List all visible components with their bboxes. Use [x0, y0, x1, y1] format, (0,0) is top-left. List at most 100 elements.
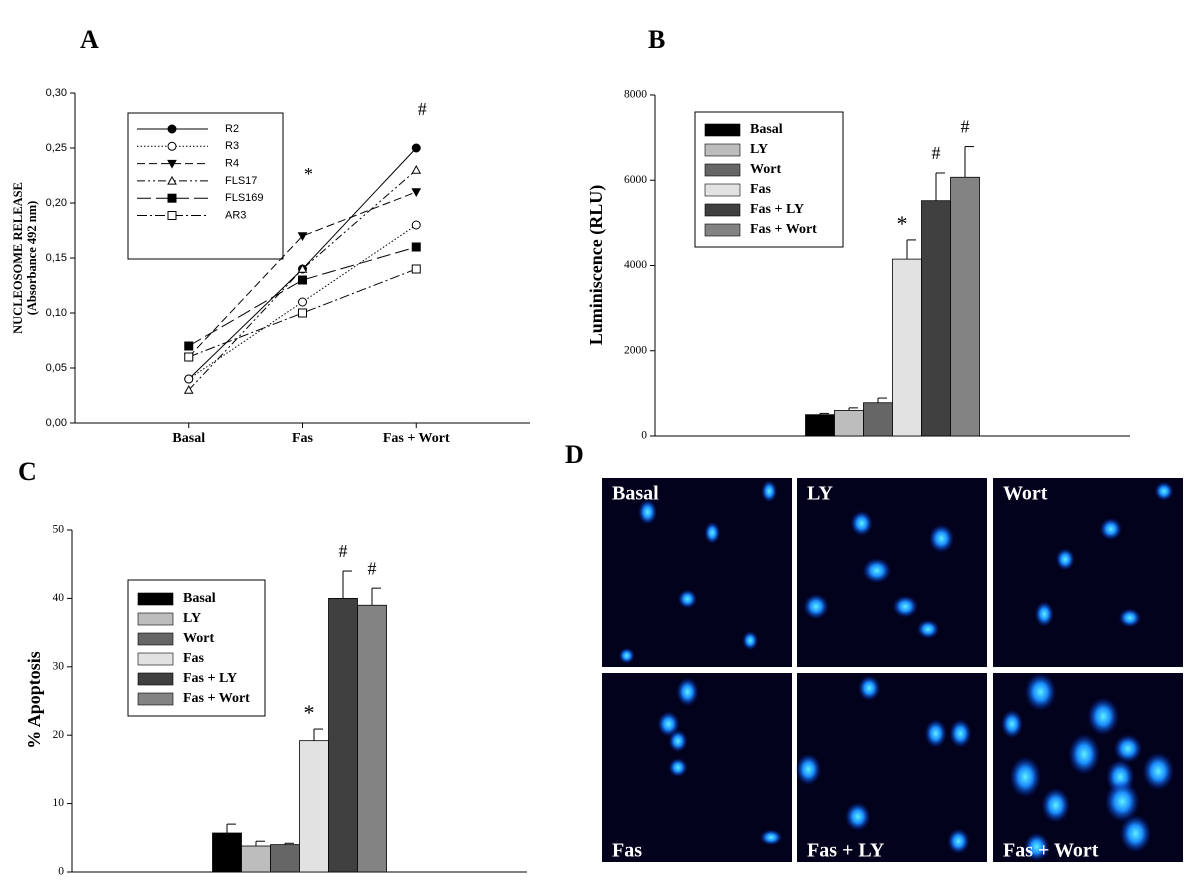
- y-tick-label: 2000: [624, 344, 647, 356]
- nucleus: [1113, 734, 1143, 763]
- nucleus: [1000, 709, 1024, 739]
- micrograph-label: LY: [807, 483, 834, 505]
- nucleus: [858, 675, 881, 701]
- micrograph-background: [797, 478, 987, 667]
- bar: [834, 410, 864, 437]
- panel-label: C: [18, 457, 37, 486]
- micrograph: Fas + Wort: [993, 672, 1183, 862]
- legend-label: Fas + LY: [183, 671, 237, 686]
- annotation: *: [304, 164, 313, 184]
- nucleus: [850, 510, 873, 537]
- annotation: *: [304, 700, 315, 725]
- point: [298, 297, 307, 307]
- nucleus: [795, 753, 822, 786]
- bar: [863, 402, 893, 437]
- legend-label: Fas: [750, 182, 772, 197]
- panel-label: A: [80, 25, 99, 54]
- bar: [357, 604, 387, 873]
- legend-label: LY: [750, 142, 768, 157]
- nucleus: [1118, 608, 1142, 628]
- legend-label: FLS17: [225, 175, 257, 187]
- nucleus: [668, 757, 688, 778]
- y-tick-label: 10: [53, 797, 65, 809]
- bar: [299, 740, 329, 873]
- legend-label: Wort: [750, 162, 781, 177]
- nucleus: [1119, 814, 1152, 853]
- legend-box: [127, 112, 284, 260]
- nucleus: [742, 630, 759, 651]
- point: [298, 308, 307, 318]
- nucleus: [759, 829, 783, 846]
- y-tick-label: 0,15: [46, 252, 67, 264]
- annotation: #: [418, 99, 427, 119]
- bar: [950, 176, 980, 437]
- nucleus: [618, 647, 635, 664]
- legend-swatch: [137, 672, 174, 686]
- legend-swatch: [704, 223, 741, 237]
- nucleus: [1087, 697, 1120, 736]
- nucleus: [638, 499, 658, 525]
- legend-marker: [167, 159, 177, 169]
- y-axis-label: Luminiscence (RLU): [586, 185, 607, 346]
- bar: [241, 845, 271, 873]
- micrograph: Wort: [993, 478, 1183, 667]
- series-line: [188, 246, 417, 347]
- legend-swatch: [704, 123, 741, 137]
- legend-marker: [167, 211, 177, 220]
- y-tick-label: 0,20: [46, 197, 67, 209]
- y-tick-label: 0,00: [46, 417, 67, 429]
- legend-label: R4: [225, 158, 239, 170]
- point: [297, 232, 308, 242]
- legend-marker: [167, 175, 177, 185]
- y-tick-label: 50: [53, 524, 65, 536]
- y-tick-label: 0,30: [46, 87, 67, 99]
- panel-label: B: [648, 25, 665, 54]
- bar: [921, 200, 951, 437]
- annotation: #: [368, 558, 377, 578]
- point: [297, 263, 308, 273]
- legend-swatch: [137, 592, 174, 606]
- y-tick-label: 0,25: [46, 142, 67, 154]
- annotation: #: [961, 117, 970, 137]
- point: [411, 242, 421, 252]
- nucleus: [924, 719, 947, 748]
- nucleus: [761, 480, 778, 503]
- bar: [805, 414, 835, 437]
- legend-label: Basal: [750, 122, 783, 137]
- y-tick-label: 4000: [624, 259, 647, 271]
- micrograph-label: Fas + Wort: [1003, 840, 1099, 862]
- nucleus: [947, 828, 970, 855]
- point: [411, 264, 421, 274]
- nucleus: [862, 557, 892, 584]
- legend-swatch: [704, 163, 741, 177]
- y-axis-label: (Absorbance 492 nm): [25, 201, 39, 316]
- y-axis-label: % Apoptosis: [24, 651, 44, 749]
- annotation: *: [897, 211, 908, 236]
- nucleus: [928, 524, 955, 553]
- micrograph-background: [993, 478, 1183, 667]
- nucleus: [803, 593, 829, 620]
- micrograph-label: Basal: [612, 483, 659, 505]
- y-tick-label: 20: [53, 729, 65, 741]
- y-axis-label: NUCLEOSOME RELEASE: [11, 182, 25, 334]
- legend-swatch: [137, 632, 174, 646]
- legend-marker: [167, 193, 177, 203]
- legend-swatch: [704, 143, 741, 157]
- nucleus: [668, 729, 688, 753]
- nucleus: [1154, 481, 1174, 501]
- y-tick-label: 30: [53, 660, 65, 672]
- nucleus: [677, 589, 698, 609]
- point: [183, 384, 194, 394]
- legend-label: Basal: [183, 591, 216, 606]
- legend-label: FLS169: [225, 192, 264, 204]
- nucleus: [1024, 672, 1057, 712]
- bar: [212, 832, 242, 873]
- point: [184, 374, 194, 384]
- legend-swatch: [137, 652, 174, 666]
- micrograph-background: [602, 478, 792, 667]
- nucleus: [1041, 787, 1071, 823]
- legend-label: Fas: [183, 651, 205, 666]
- y-tick-label: 6000: [624, 174, 647, 186]
- nucleus: [892, 595, 919, 618]
